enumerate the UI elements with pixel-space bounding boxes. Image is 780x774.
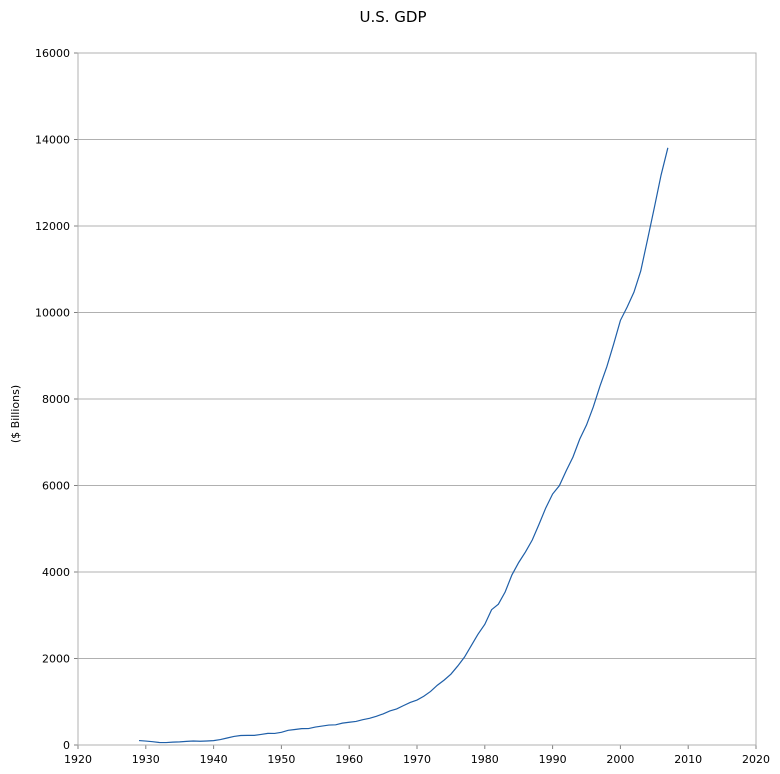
plot-frame	[77, 52, 757, 746]
x-tick-label: 1950	[267, 753, 295, 766]
x-tick-label: 1980	[471, 753, 499, 766]
x-tick-label: 1920	[64, 753, 92, 766]
x-tick-label: 1990	[539, 753, 567, 766]
chart-title: U.S. GDP	[359, 8, 426, 26]
y-tick-label: 6000	[42, 480, 70, 493]
x-tick-label: 2010	[674, 753, 702, 766]
x-tick-label: 1960	[335, 753, 363, 766]
y-tick-label: 8000	[42, 393, 70, 406]
series-layer	[138, 147, 669, 744]
x-tick-label: 1940	[200, 753, 228, 766]
x-tick-label: 1970	[403, 753, 431, 766]
y-tick-label: 16000	[35, 47, 70, 60]
y-tick-labels: 0 2000 4000 6000 8000 10000 12000 14000 16000	[35, 47, 70, 752]
y-tick-label: 12000	[35, 220, 70, 233]
series-line-gdp	[138, 147, 669, 744]
x-tick-label: 2000	[606, 753, 634, 766]
y-tick-label: 14000	[35, 134, 70, 147]
gridlines	[74, 52, 757, 749]
y-tick-label: 10000	[35, 307, 70, 320]
y-tick-label: 0	[63, 739, 70, 752]
y-tick-label: 4000	[42, 566, 70, 579]
x-tick-label: 1930	[132, 753, 160, 766]
x-tick-label: 2020	[742, 753, 770, 766]
y-tick-label: 2000	[42, 653, 70, 666]
y-axis-label: ($ Billions)	[9, 385, 22, 443]
x-tick-labels: 1920 1930 1940 1950 1960 1970 1980 1990 2000 2010…	[64, 753, 770, 766]
